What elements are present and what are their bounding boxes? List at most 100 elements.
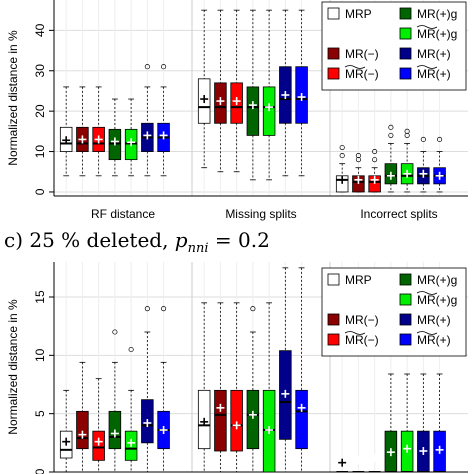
y-tick-label: 0 bbox=[33, 468, 47, 474]
panel-b-title: c) 25 % deleted, pnni = 0.2 bbox=[4, 228, 270, 256]
panel-a: 0 10 20 30 40 Normalized distance in % RF dist… bbox=[6, 0, 468, 221]
box-mr bbox=[214, 9, 227, 173]
box-mrg bbox=[262, 9, 276, 181]
outlier-point bbox=[112, 329, 118, 335]
box-mr bbox=[352, 153, 365, 193]
y-tick-label: 20 bbox=[33, 104, 47, 118]
legend-swatch bbox=[327, 7, 340, 20]
legend-tilde bbox=[416, 331, 438, 335]
legend-swatch bbox=[399, 333, 412, 346]
box-mr bbox=[368, 149, 381, 193]
outlier-point bbox=[161, 64, 167, 70]
outlier-point bbox=[388, 124, 394, 130]
legend-label: MR(−) bbox=[345, 333, 379, 347]
y-tick-label: 15 bbox=[33, 290, 47, 304]
box-iqr bbox=[230, 389, 243, 452]
legend-swatch bbox=[327, 47, 340, 60]
legend-entry: MRP bbox=[327, 273, 372, 287]
outlier-point bbox=[250, 306, 256, 312]
box-mrg bbox=[246, 9, 260, 181]
outlier-point bbox=[372, 157, 378, 163]
legend-entry: MR(+) bbox=[399, 313, 451, 327]
legend-swatch bbox=[327, 313, 340, 326]
box-mr bbox=[76, 361, 89, 472]
legend-swatch bbox=[399, 47, 412, 60]
box-mr bbox=[76, 86, 89, 177]
outlier-point bbox=[128, 346, 134, 353]
legend-box bbox=[321, 267, 467, 357]
box-mr bbox=[417, 136, 430, 193]
legend-swatch bbox=[399, 293, 412, 306]
legend-tilde bbox=[416, 291, 438, 295]
box-mrg bbox=[108, 98, 122, 177]
y-tick-label: 0 bbox=[33, 188, 47, 195]
legend-tilde bbox=[344, 65, 366, 69]
box-mrg bbox=[384, 124, 398, 193]
box-iqr bbox=[352, 175, 365, 193]
outlier-point bbox=[437, 136, 443, 142]
legend-entry: MR(−) bbox=[327, 65, 379, 81]
box-mrg bbox=[262, 302, 276, 472]
legend-label: MRP bbox=[345, 273, 372, 287]
outlier-point bbox=[404, 132, 410, 138]
legend-tilde bbox=[416, 65, 438, 69]
legend-swatch bbox=[327, 67, 340, 80]
group-label: Incorrect splits bbox=[360, 207, 437, 221]
outlier-point bbox=[144, 64, 150, 70]
legend-label: MR(+) bbox=[417, 47, 451, 61]
box-mr bbox=[141, 306, 154, 472]
box-mrg bbox=[124, 98, 138, 177]
y-tick-label: 10 bbox=[33, 145, 47, 159]
box-mr bbox=[295, 267, 308, 472]
box-mr bbox=[230, 9, 243, 173]
legend-entry: MR(−) bbox=[327, 313, 379, 327]
legend-label: MR(+)g bbox=[417, 293, 457, 307]
group-label: RF distance bbox=[91, 207, 155, 221]
box-mrp bbox=[197, 9, 211, 169]
legend-entry: MR(+)g bbox=[399, 7, 457, 21]
box-iqr bbox=[295, 389, 308, 450]
outlier-point bbox=[404, 128, 410, 134]
box-mr bbox=[141, 64, 154, 177]
box-mr bbox=[352, 456, 365, 472]
legend-entry: MR(+) bbox=[399, 65, 451, 81]
box-mr bbox=[157, 64, 170, 177]
box-mr bbox=[433, 136, 446, 193]
box-mrg bbox=[246, 306, 260, 472]
box-iqr bbox=[246, 86, 260, 136]
legend: MRP MR(−) MR(−) MR(+)g MR(+)g MR(+) MR(+) bbox=[321, 1, 467, 91]
box-mr bbox=[157, 306, 170, 472]
outlier-point bbox=[372, 149, 378, 155]
box-mrp bbox=[197, 302, 211, 472]
legend-label: MR(+) bbox=[417, 313, 451, 327]
box-mrg bbox=[124, 346, 138, 472]
outlier-point bbox=[420, 136, 426, 142]
box-mrp bbox=[59, 389, 73, 472]
box-mrg bbox=[108, 329, 122, 472]
legend-label: MR(−) bbox=[345, 67, 379, 81]
y-tick-label: 40 bbox=[33, 23, 47, 37]
legend-label: MR(+)g bbox=[417, 7, 457, 21]
legend-swatch bbox=[399, 313, 412, 326]
box-iqr bbox=[92, 430, 105, 461]
legend-swatch bbox=[399, 7, 412, 20]
legend-entry: MR(−) bbox=[327, 47, 379, 61]
legend-entry: MR(+)g bbox=[399, 273, 457, 287]
outlier-point bbox=[388, 132, 394, 138]
legend-entry: MR(+) bbox=[399, 47, 451, 61]
y-tick-label: 5 bbox=[33, 410, 47, 417]
box-mr bbox=[433, 346, 446, 472]
outlier-point bbox=[339, 153, 345, 159]
legend-label: MR(+)g bbox=[417, 27, 457, 41]
boxes bbox=[59, 267, 446, 472]
legend-box bbox=[321, 1, 467, 91]
legend-swatch bbox=[327, 333, 340, 346]
outlier-point bbox=[355, 157, 361, 163]
legend-label: MR(+)g bbox=[417, 273, 457, 287]
box-mrg bbox=[384, 346, 398, 472]
legend-tilde bbox=[416, 25, 438, 29]
box-mrp bbox=[335, 458, 349, 472]
box-mrg bbox=[400, 128, 414, 193]
group-label: Missing splits bbox=[225, 207, 296, 221]
y-axis-label: Normalized distance in % bbox=[6, 30, 20, 166]
